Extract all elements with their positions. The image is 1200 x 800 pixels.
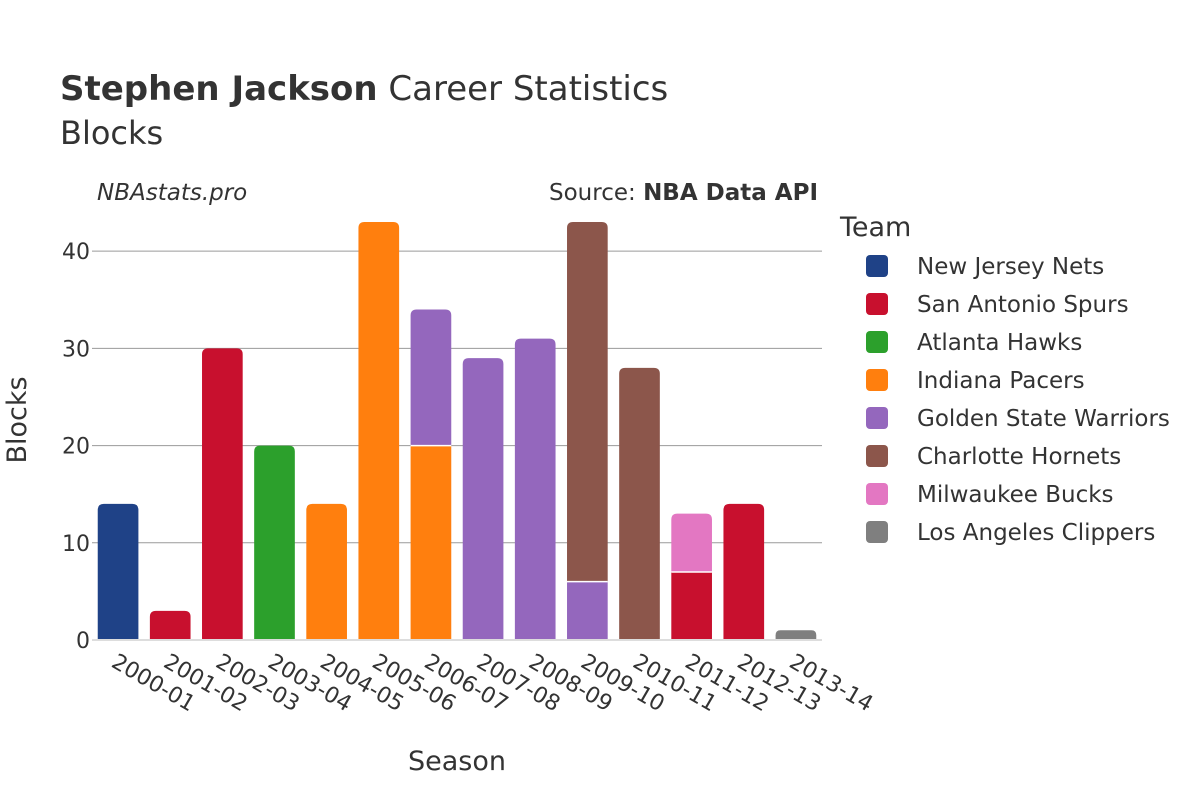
x-axis-ticks: 2000-012001-022002-032003-042004-052005-… [107,650,877,718]
source-prefix: Source: [549,180,643,206]
y-tick-label: 0 [76,629,90,654]
source-credit: Source: NBA Data API [549,180,818,206]
bar-segment[interactable] [306,503,347,640]
chart-subtitle: Blocks [60,114,163,152]
bar-segment[interactable] [410,445,452,640]
legend-label: Milwaukee Bucks [917,482,1114,508]
y-tick-label: 20 [62,435,90,460]
legend-item[interactable]: Charlotte Hornets [866,444,1121,470]
bar-segment[interactable] [567,222,608,582]
bar-segment[interactable] [358,222,400,640]
legend-swatch [866,407,888,429]
legend-swatch [866,369,888,391]
bar-segment[interactable] [202,348,243,640]
legend-swatch [866,255,888,277]
chart-title-player: Stephen Jackson [60,69,378,109]
legend-label: Charlotte Hornets [917,444,1121,470]
chart-title-rest: Career Statistics [378,69,669,109]
legend-swatch [866,521,888,543]
bar-segment[interactable] [149,610,191,640]
bar-segment[interactable] [410,309,452,446]
bar-segment[interactable] [619,367,660,640]
bar-segment[interactable] [567,581,608,640]
y-axis-ticks: 0 10 20 30 40 [62,240,90,654]
legend-item[interactable]: Milwaukee Bucks [866,482,1114,508]
legend-label: Atlanta Hawks [917,330,1082,356]
bar-segment[interactable] [671,571,712,640]
bar-segment[interactable] [514,338,556,640]
legend-item[interactable]: San Antonio Spurs [866,292,1129,318]
bar-segment[interactable] [254,445,295,640]
legend-title: Team [839,212,911,243]
bar-segment[interactable] [671,513,712,572]
legend-label: New Jersey Nets [917,254,1104,280]
legend-swatch [866,445,888,467]
legend-label: Indiana Pacers [917,368,1085,394]
legend[interactable]: New Jersey Nets San Antonio Spurs Atlanta … [866,254,1170,546]
legend-item[interactable]: Los Angeles Clippers [866,520,1155,546]
x-axis-title: Season [408,746,506,777]
legend-item[interactable]: New Jersey Nets [866,254,1104,280]
y-tick-label: 10 [62,532,90,557]
bars [97,222,817,640]
bar-segment[interactable] [462,358,504,640]
source-name: NBA Data API [643,180,818,206]
gridlines [92,250,822,544]
watermark: NBAstats.pro [97,180,247,206]
legend-swatch [866,331,888,353]
y-axis-title: Blocks [2,376,33,463]
legend-swatch [866,293,888,315]
legend-item[interactable]: Indiana Pacers [866,368,1085,394]
chart-title: Stephen Jackson Career Statistics [60,69,668,109]
legend-item[interactable]: Golden State Warriors [866,406,1170,432]
legend-label: Los Angeles Clippers [917,520,1155,546]
bar-segment[interactable] [723,503,765,640]
legend-label: San Antonio Spurs [917,292,1129,318]
legend-item[interactable]: Atlanta Hawks [866,330,1082,356]
legend-label: Golden State Warriors [917,406,1170,432]
bar-segment[interactable] [97,503,139,640]
legend-swatch [866,483,888,505]
bar-segment[interactable] [775,630,817,640]
y-tick-label: 30 [62,337,90,362]
y-tick-label: 40 [62,240,90,265]
